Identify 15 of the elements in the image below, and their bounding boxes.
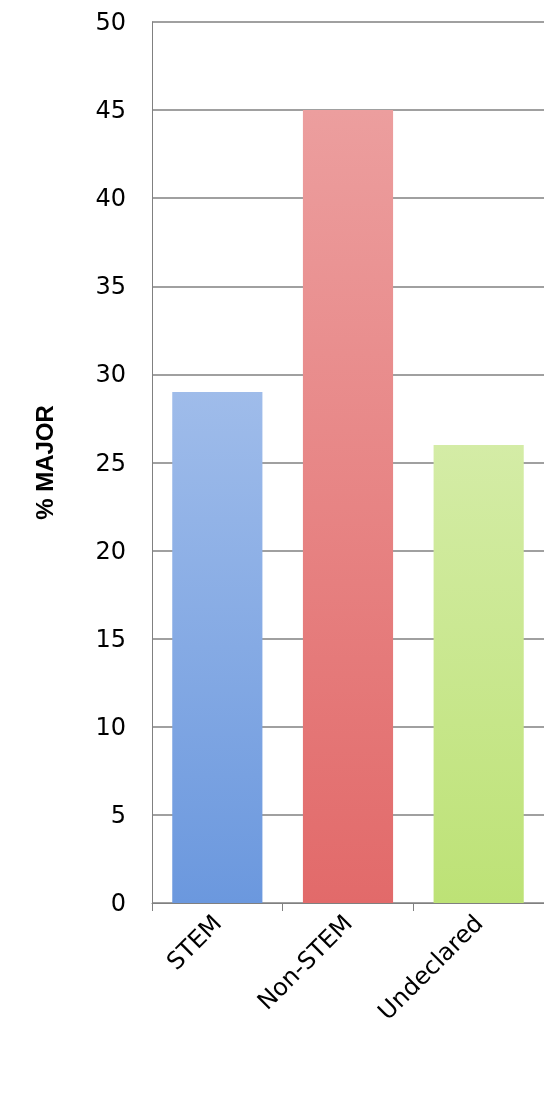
y-tick-label: 25: [95, 448, 126, 477]
bar: [302, 110, 394, 903]
y-tick-label: 30: [95, 360, 126, 389]
y-tick-label: 15: [95, 624, 126, 653]
y-tick-label: 5: [110, 800, 126, 829]
y-tick-label: 10: [95, 712, 126, 741]
y-tick-label: 40: [95, 184, 126, 213]
bar: [433, 444, 524, 903]
y-tick-label: 45: [95, 96, 126, 125]
y-axis-title: % MAJOR: [30, 405, 58, 520]
y-tick-label: 20: [95, 536, 126, 565]
y-tick-label: 0: [110, 889, 126, 917]
y-tick-label: 35: [95, 272, 126, 301]
y-tick-label: 50: [95, 8, 126, 36]
bar: [172, 392, 263, 903]
